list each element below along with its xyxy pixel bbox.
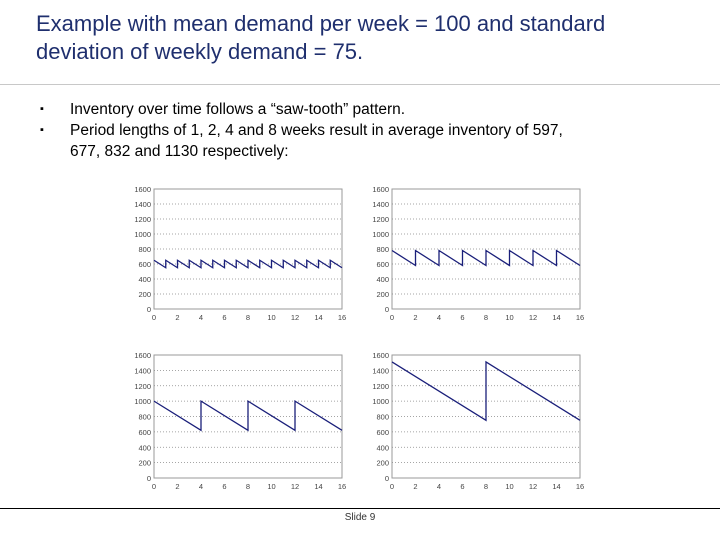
y-tick-label: 800 xyxy=(138,245,151,254)
y-tick-label: 1400 xyxy=(134,200,151,209)
y-tick-label: 800 xyxy=(376,413,389,422)
inventory-series-line xyxy=(391,360,581,422)
y-tick-label: 1600 xyxy=(134,351,151,360)
y-tick-label: 600 xyxy=(138,428,151,437)
y-tick-label: 1000 xyxy=(372,397,389,406)
x-tick-label: 4 xyxy=(199,482,203,491)
x-tick-label: 16 xyxy=(576,313,584,322)
x-tick-label: 0 xyxy=(152,482,156,491)
x-tick-label: 12 xyxy=(291,313,299,322)
bullet-item: ▪ Inventory over time follows a “saw-too… xyxy=(40,99,680,120)
chart-period-8-weeks: 0 200 400 600 800 1000 1200 1400 1600 0 2 4 6 8 10 12 14… xyxy=(372,351,584,491)
y-tick-label: 400 xyxy=(376,443,389,452)
x-tick-label: 12 xyxy=(291,482,299,491)
x-tick-label: 16 xyxy=(338,482,346,491)
y-tick-label: 1400 xyxy=(372,200,389,209)
y-tick-label: 800 xyxy=(138,413,151,422)
bullet-text: 677, 832 and 1130 respectively: xyxy=(70,143,289,160)
y-tick-label: 1000 xyxy=(134,397,151,406)
x-tick-label: 2 xyxy=(175,313,179,322)
y-tick-label: 200 xyxy=(138,290,151,299)
bullet-item: ▪ Period lengths of 1, 2, 4 and 8 weeks … xyxy=(40,120,680,162)
x-tick-label: 12 xyxy=(529,313,537,322)
x-tick-label: 8 xyxy=(484,313,488,322)
y-tick-label: 1600 xyxy=(372,185,389,194)
y-tick-label: 1200 xyxy=(372,215,389,224)
x-tick-label: 10 xyxy=(267,482,275,491)
y-tick-label: 400 xyxy=(138,275,151,284)
slide-title: Example with mean demand per week = 100 … xyxy=(36,10,696,66)
y-tick-label: 1200 xyxy=(134,382,151,391)
y-tick-label: 600 xyxy=(376,260,389,269)
x-tick-label: 2 xyxy=(175,482,179,491)
bullet-square-icon: ▪ xyxy=(40,103,44,115)
y-tick-label: 1000 xyxy=(134,230,151,239)
x-tick-label: 8 xyxy=(246,313,250,322)
y-tick-label: 0 xyxy=(147,305,151,314)
y-tick-label: 0 xyxy=(385,474,389,483)
x-tick-label: 14 xyxy=(314,482,322,491)
x-tick-label: 4 xyxy=(437,313,441,322)
y-tick-label: 1200 xyxy=(134,215,151,224)
bullet-list: ▪ Inventory over time follows a “saw-too… xyxy=(40,99,680,162)
chart-period-2-weeks: 0 200 400 600 800 1000 1200 1400 1600 0 2 4 6 8 10 12 14… xyxy=(372,185,584,322)
bullet-text: Inventory over time follows a “saw-tooth… xyxy=(70,101,406,118)
x-tick-label: 16 xyxy=(338,313,346,322)
x-tick-label: 4 xyxy=(199,313,203,322)
y-tick-label: 400 xyxy=(376,275,389,284)
x-tick-label: 6 xyxy=(222,313,226,322)
x-tick-label: 2 xyxy=(413,482,417,491)
y-tick-label: 200 xyxy=(376,290,389,299)
y-tick-label: 0 xyxy=(147,474,151,483)
x-tick-label: 14 xyxy=(314,313,322,322)
x-tick-label: 0 xyxy=(390,482,394,491)
y-tick-label: 1400 xyxy=(134,366,151,375)
y-tick-label: 200 xyxy=(376,459,389,468)
chart-period-4-weeks: 0 200 400 600 800 1000 1200 1400 1600 0 2 4 6 8 10 12 14… xyxy=(134,351,346,491)
y-tick-label: 0 xyxy=(385,305,389,314)
x-tick-label: 14 xyxy=(552,482,560,491)
y-tick-label: 200 xyxy=(138,459,151,468)
x-tick-label: 6 xyxy=(460,482,464,491)
bullet-text: Period lengths of 1, 2, 4 and 8 weeks re… xyxy=(70,122,563,139)
title-divider xyxy=(0,84,720,85)
x-tick-label: 14 xyxy=(552,313,560,322)
x-tick-label: 8 xyxy=(246,482,250,491)
x-tick-label: 0 xyxy=(152,313,156,322)
y-tick-label: 1400 xyxy=(372,366,389,375)
chart-period-1-week: 0 200 400 600 800 1000 1200 1400 1600 0 2 4 6 8 10 12 14… xyxy=(134,185,346,322)
y-tick-label: 1000 xyxy=(372,230,389,239)
slide-title-line-2: deviation of weekly demand = 75. xyxy=(36,39,364,64)
y-tick-label: 600 xyxy=(138,260,151,269)
y-tick-label: 600 xyxy=(376,428,389,437)
x-tick-label: 12 xyxy=(529,482,537,491)
x-tick-label: 10 xyxy=(267,313,275,322)
y-tick-label: 1600 xyxy=(372,351,389,360)
x-tick-label: 16 xyxy=(576,482,584,491)
y-tick-label: 1600 xyxy=(134,185,151,194)
y-tick-label: 1200 xyxy=(372,382,389,391)
slide-title-line-1: Example with mean demand per week = 100 … xyxy=(36,11,606,36)
slide-number: Slide 9 xyxy=(344,512,376,523)
bullet-square-icon: ▪ xyxy=(40,124,44,136)
x-tick-label: 6 xyxy=(222,482,226,491)
footer-divider xyxy=(0,508,720,509)
x-tick-label: 2 xyxy=(413,313,417,322)
x-tick-label: 4 xyxy=(437,482,441,491)
y-tick-label: 800 xyxy=(376,245,389,254)
x-tick-label: 10 xyxy=(505,313,513,322)
x-tick-label: 6 xyxy=(460,313,464,322)
inventory-series-line xyxy=(391,249,581,267)
x-tick-label: 0 xyxy=(390,313,394,322)
inventory-series-line xyxy=(153,399,343,432)
x-tick-label: 8 xyxy=(484,482,488,491)
inventory-series-line xyxy=(153,259,343,269)
y-tick-label: 400 xyxy=(138,443,151,452)
x-tick-label: 10 xyxy=(505,482,513,491)
